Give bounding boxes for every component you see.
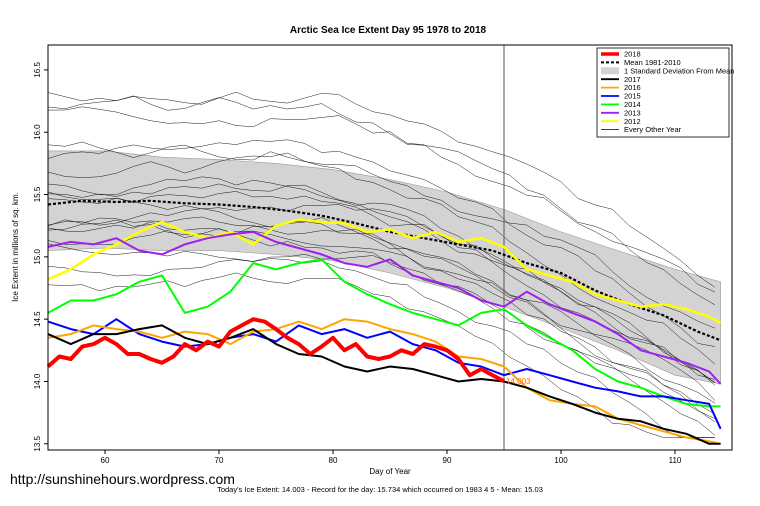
- y-axis-label: Ice Extent in millions of sq. km.: [11, 192, 20, 302]
- legend-label: 2013: [624, 108, 641, 117]
- y-tick-label: 14.5: [33, 311, 42, 327]
- every-other-year-line: [47, 258, 715, 438]
- every-other-year-line: [47, 176, 716, 386]
- series-line-2018: [46, 317, 505, 383]
- every-other-year-line: [47, 191, 716, 383]
- chart-title: Arctic Sea Ice Extent Day 95 1978 to 201…: [290, 25, 487, 36]
- series-line-2014: [47, 258, 721, 408]
- y-tick-label: 16.0: [33, 124, 42, 140]
- every-other-year-line: [47, 152, 716, 365]
- legend-label: 2018: [624, 50, 641, 59]
- every-other-year-line: [47, 219, 716, 415]
- every-other-year-line: [47, 91, 716, 288]
- series-line-2013: [47, 230, 722, 385]
- legend-label: Mean 1981-2010: [624, 58, 681, 67]
- y-tick-label: 15.5: [33, 186, 42, 202]
- x-tick-label: 70: [215, 456, 224, 465]
- watermark-text: http://sunshinehours.wordpress.com: [10, 471, 235, 487]
- legend-label: 2016: [624, 83, 641, 92]
- every-other-year-line: [47, 95, 716, 305]
- every-other-year-line: [47, 139, 715, 347]
- y-tick-label: 16.5: [33, 62, 42, 78]
- every-other-year-lines: [47, 91, 716, 438]
- legend-label: 2017: [624, 75, 641, 84]
- legend-label: 1 Standard Deviation From Mean: [624, 66, 734, 75]
- series-layer: [46, 199, 722, 445]
- every-other-year-line: [47, 183, 716, 383]
- every-other-year-line: [47, 228, 716, 436]
- legend-label: 2015: [624, 92, 641, 101]
- legend-label: 2014: [624, 100, 641, 109]
- x-tick-label: 110: [669, 456, 682, 465]
- x-tick-label: 90: [443, 456, 452, 465]
- every-other-year-line: [47, 216, 716, 401]
- x-tick-label: 80: [329, 456, 338, 465]
- marker-value-label: 14.003: [506, 377, 531, 386]
- y-axis: 13.5 14.0 14.5 15.0 15.5 16.0 16.5: [33, 62, 48, 452]
- x-tick-label: 60: [101, 456, 110, 465]
- every-other-year-line: [47, 106, 715, 293]
- legend-swatch: [601, 67, 619, 75]
- series-line-2015: [47, 318, 722, 430]
- every-other-year-line: [47, 141, 715, 329]
- legend-label: 2012: [624, 117, 641, 126]
- y-tick-label: 15.0: [33, 248, 42, 264]
- legend-label: Every Other Year: [624, 125, 682, 134]
- x-tick-label: 100: [554, 456, 568, 465]
- y-tick-label: 13.5: [33, 435, 42, 451]
- series-line-2012: [47, 218, 722, 324]
- footnote-text: Today's Ice Extent: 14.003 - Record for …: [217, 485, 543, 494]
- y-tick-label: 14.0: [33, 373, 42, 389]
- every-other-year-line: [47, 221, 716, 423]
- every-other-year-line: [47, 208, 716, 404]
- x-axis-label: Day of Year: [369, 467, 411, 476]
- plot-frame: [47, 44, 733, 451]
- series-line-2017: [47, 324, 721, 445]
- x-axis: 60 70 80 90 100 110: [101, 450, 682, 465]
